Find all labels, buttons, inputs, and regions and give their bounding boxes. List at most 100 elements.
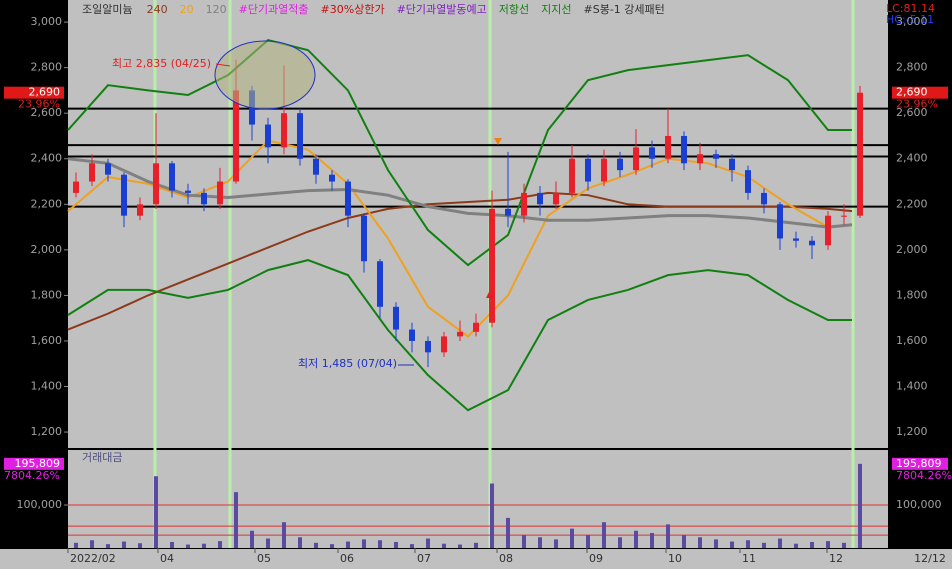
volume-bar [730,541,734,548]
y-tick-label-right: 1,600 [896,334,928,347]
x-tick-label: 09 [589,552,603,565]
date-axis [0,549,952,569]
annotation-low: 최저 1,485 (07/04) [298,357,397,370]
candle-body [217,181,223,205]
volume-bar [698,537,702,548]
y-tick-label-right: 3,000 [896,15,928,28]
volume-bar [170,541,174,548]
candle-body [105,163,111,175]
volume-bar [602,522,606,548]
candle-body [809,240,815,246]
candle-body [601,158,607,182]
price-tag: 2,690 [896,86,928,99]
arrow [215,63,231,67]
volume-bar [394,541,398,548]
volume-bar [74,542,78,548]
candle-body [777,204,783,239]
candle-body [441,336,447,353]
candle-body [185,190,191,193]
volume-bar [362,539,366,548]
volume-bar [538,537,542,548]
candle-body [553,192,559,205]
candle-body [377,261,383,307]
price-tag-box [4,86,64,99]
candle-body [617,158,623,171]
volume-bar [810,541,814,548]
volume-panel [68,450,888,548]
volume-bar [90,540,94,548]
change-label: 23.96% [896,98,938,111]
y-tick-label-right: 1,200 [896,425,928,438]
candle-body [633,147,639,171]
legend-entry: 240 [147,3,168,16]
volume-tick-label-right: 100,000 [896,498,942,511]
candle-body [761,192,767,205]
y-tick-label: 1,200 [31,425,63,438]
volume-change: 7804.26% [896,469,952,482]
y-tick-label: 1,800 [31,288,63,301]
y-tick-label: 2,200 [31,197,63,210]
candle-body [825,215,831,246]
volume-bar [842,542,846,548]
volume-bar [666,524,670,548]
price-tag-box [892,86,948,99]
candle-body [857,92,863,216]
candle-body [233,90,239,182]
candle-body [281,113,287,148]
highlight-ellipse [214,40,316,110]
indicator-legend: 저항선 [499,3,529,16]
volume-bar [122,541,126,548]
indicator-legend: #단기과열발동예고 [397,3,487,16]
candle-body [489,208,495,323]
volume-bar [330,544,334,548]
volume-bar [378,540,382,548]
y-tick-label: 2,000 [31,243,63,256]
volume-tag-box [4,457,64,470]
volume-tag-box [892,457,948,470]
volume-change: 7804.26% [4,469,60,482]
volume-bar [442,543,446,548]
volume-bar [618,537,622,548]
x-tick-label: 04 [160,552,174,565]
volume-tag: 195,809 [15,457,61,470]
candle-body [409,329,415,341]
candle-body [649,147,655,159]
y-tick-label: 3,000 [31,15,63,28]
volume-bar [154,476,158,548]
indicator-legend: #S봉-1 강세패턴 [584,3,665,16]
volume-bar [426,538,430,548]
x-tick-label: 07 [417,552,431,565]
volume-bar [522,535,526,548]
candle-body [665,135,671,159]
indicator-line [67,259,852,412]
candle-body [121,174,127,216]
candle-body [201,192,207,205]
volume-bar [794,543,798,548]
volume-bar [298,537,302,548]
candle-body [89,163,95,182]
y-tick-label-right: 2,400 [896,152,928,165]
indicator-line [67,38,852,267]
x-tick-label: 12 [829,552,843,565]
candle-body [361,215,367,262]
y-tick-label-right: 2,600 [896,106,928,119]
volume-tag: 195,809 [896,457,942,470]
candle-body [425,340,431,353]
candle-body [713,154,719,159]
candle-body [537,192,543,205]
x-tick-label: 2022/02 [70,552,116,565]
volume-bar [202,543,206,548]
volume-bar [826,541,830,548]
candle-body [73,181,79,193]
chart-title: 조일알미늄 [82,2,133,16]
change-label: 23.96% [18,98,60,111]
volume-bar [138,543,142,548]
indicator-legend: #30%상한가 [321,3,385,16]
volume-bar [346,541,350,548]
candle-body [153,163,159,205]
price-tag: 2,690 [29,86,61,99]
volume-bar [410,544,414,548]
volume-bar [266,538,270,548]
volume-bar [746,540,750,548]
x-tick-label: 05 [257,552,271,565]
